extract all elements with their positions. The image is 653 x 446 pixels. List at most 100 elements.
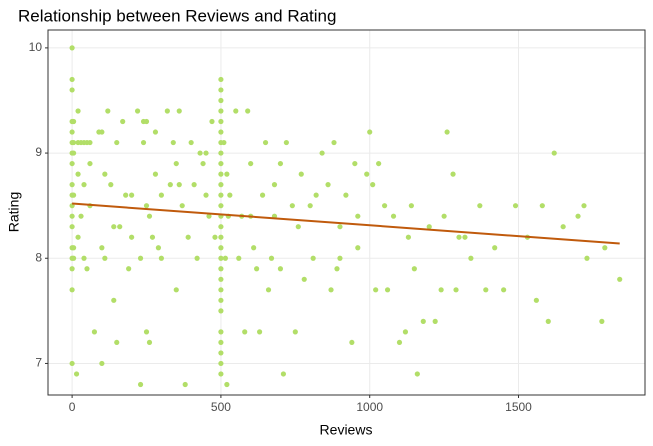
point [224, 381, 230, 388]
point [218, 276, 224, 282]
point [155, 245, 162, 251]
point [218, 150, 224, 156]
point [120, 118, 126, 125]
point [102, 171, 108, 177]
point [602, 245, 608, 251]
point [599, 318, 605, 324]
point [292, 329, 298, 335]
point [70, 118, 77, 125]
point [337, 224, 343, 230]
point [390, 213, 397, 219]
point [289, 203, 295, 209]
point [69, 76, 75, 83]
x-tick-label: 0 [69, 400, 76, 414]
point [218, 297, 224, 303]
point [426, 224, 432, 230]
point [545, 318, 551, 324]
point [405, 234, 412, 240]
point [310, 255, 316, 261]
point [581, 203, 587, 209]
point [295, 224, 301, 230]
y-axis-label: Rating [6, 192, 22, 232]
point [73, 371, 80, 377]
point [444, 129, 450, 135]
point [209, 118, 215, 125]
point [411, 266, 417, 272]
point [69, 360, 75, 367]
point [233, 108, 239, 114]
point [277, 266, 284, 272]
point [224, 171, 230, 177]
point [551, 150, 557, 156]
point [349, 339, 355, 346]
point [143, 203, 150, 209]
point [256, 329, 263, 335]
point [298, 171, 304, 177]
point [560, 224, 566, 230]
point [99, 360, 105, 367]
point [218, 245, 224, 251]
point [69, 45, 75, 51]
point [99, 245, 105, 251]
point [200, 160, 206, 167]
point [218, 118, 224, 125]
point [70, 150, 77, 156]
point [334, 266, 340, 272]
point [218, 224, 224, 230]
point [218, 360, 224, 367]
point [367, 129, 373, 135]
point [222, 255, 228, 261]
point [69, 182, 75, 188]
point [501, 287, 507, 293]
point [218, 192, 224, 198]
point [337, 255, 343, 261]
point [218, 329, 224, 335]
trend-line [72, 202, 620, 245]
point [70, 245, 77, 251]
point [325, 182, 331, 188]
point [277, 160, 284, 167]
point [105, 108, 111, 114]
point [492, 245, 498, 251]
point [218, 87, 224, 93]
point [251, 245, 257, 251]
point [438, 287, 444, 293]
point [402, 329, 409, 335]
point [384, 287, 391, 293]
point [533, 297, 539, 303]
point [206, 213, 212, 219]
point [539, 203, 545, 209]
point [218, 108, 224, 114]
point [173, 287, 179, 293]
point [352, 160, 358, 167]
point [468, 255, 474, 261]
point [328, 287, 334, 293]
point [218, 182, 224, 188]
point [245, 108, 251, 114]
point [182, 381, 188, 388]
point [137, 255, 144, 261]
point [87, 160, 93, 167]
point [218, 76, 224, 83]
point [143, 118, 150, 125]
point [129, 234, 135, 240]
point [456, 234, 462, 240]
point [218, 234, 224, 240]
point [146, 213, 153, 219]
point [69, 87, 75, 93]
point [69, 287, 75, 293]
point [453, 287, 459, 293]
point [420, 318, 426, 324]
point [69, 266, 75, 272]
point [301, 276, 307, 282]
point [111, 224, 117, 230]
point [69, 213, 75, 219]
point [218, 287, 224, 293]
point [218, 160, 224, 167]
point [81, 255, 87, 261]
point [218, 350, 224, 356]
point [265, 287, 272, 293]
point [307, 203, 313, 209]
point [140, 139, 147, 146]
